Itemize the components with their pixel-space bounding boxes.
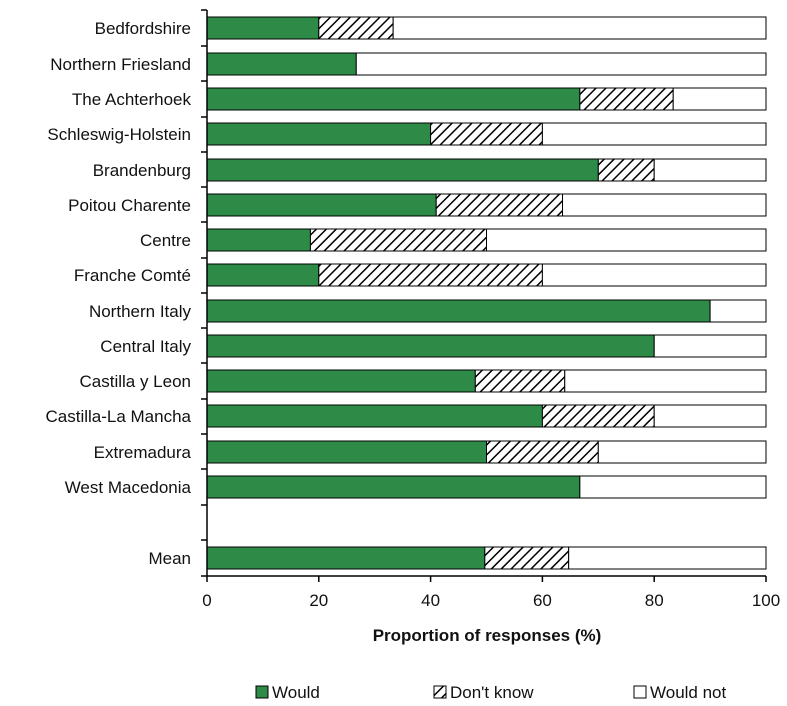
bar-segment-would (206, 122, 432, 146)
category-label: Centre (140, 231, 191, 250)
bar-segment-dont-know (484, 546, 570, 570)
legend-swatch-would-not (633, 685, 647, 699)
bar-segment-dont-know (435, 193, 564, 217)
legend-swatch-would (255, 685, 269, 699)
bar-segment-would-not (579, 475, 767, 499)
bar-segment-would-not (709, 299, 767, 323)
legend-label: Would not (650, 683, 727, 702)
bar-segment-would-not (562, 193, 767, 217)
legend-label: Don't know (450, 683, 534, 702)
bar-segment-would (206, 16, 320, 40)
category-label: Mean (148, 549, 191, 568)
category-label: The Achterhoek (72, 90, 192, 109)
category-label: Franche Comté (74, 266, 191, 285)
bar-segment-would-not (653, 334, 767, 358)
bar-segment-would-not (541, 122, 767, 146)
bar-segment-would (206, 546, 486, 570)
bar-segment-would (206, 369, 476, 393)
bar-segment-dont-know (309, 228, 488, 252)
x-axis-label: Proportion of responses (%) (373, 626, 602, 645)
bar-segment-would (206, 228, 311, 252)
x-tick-label: 0 (202, 591, 211, 610)
x-tick-label: 60 (533, 591, 552, 610)
category-label: Poitou Charente (68, 196, 191, 215)
bar-segment-would-not (653, 404, 767, 428)
bar-segment-would (206, 440, 487, 464)
bar-segment-would-not (355, 52, 767, 76)
bar-segment-would-not (672, 87, 767, 111)
bar-segment-would-not (653, 158, 767, 182)
bar-segment-would (206, 52, 357, 76)
bar-segment-dont-know (579, 87, 674, 111)
bar-segment-would (206, 87, 581, 111)
category-label: Northern Italy (89, 302, 192, 321)
legend-label: Would (272, 683, 320, 702)
bar-segment-would-not (541, 263, 767, 287)
x-tick-label: 40 (421, 591, 440, 610)
bar-segment-would (206, 263, 320, 287)
bar-segment-would (206, 475, 581, 499)
x-tick-label: 100 (752, 591, 780, 610)
bar-segment-would (206, 193, 437, 217)
category-label: Bedfordshire (95, 19, 191, 38)
bar-segment-would (206, 334, 655, 358)
category-label: Castilla y Leon (79, 372, 191, 391)
bar-segment-dont-know (474, 369, 566, 393)
bar-segment-dont-know (318, 16, 394, 40)
bar-segment-would-not (568, 546, 767, 570)
bar-segment-would (206, 158, 599, 182)
bar-segment-would-not (597, 440, 767, 464)
x-tick-label: 80 (645, 591, 664, 610)
bar-segment-would (206, 404, 543, 428)
bar-segment-would-not (486, 228, 767, 252)
bar-segment-dont-know (541, 404, 655, 428)
legend-swatch-dont-know (433, 685, 447, 699)
category-label: West Macedonia (65, 478, 192, 497)
category-label: Brandenburg (93, 161, 191, 180)
category-label: Northern Friesland (50, 55, 191, 74)
x-tick-label: 20 (309, 591, 328, 610)
bar-segment-dont-know (486, 440, 599, 464)
bar-segment-dont-know (318, 263, 543, 287)
category-label: Castilla-La Mancha (45, 407, 191, 426)
category-label: Extremadura (94, 443, 192, 462)
bar-segment-dont-know (597, 158, 655, 182)
category-label: Schleswig-Holstein (47, 125, 191, 144)
bar-segment-would (206, 299, 711, 323)
category-label: Central Italy (100, 337, 191, 356)
bar-segment-would-not (392, 16, 767, 40)
bar-segment-would-not (564, 369, 767, 393)
bar-segment-dont-know (430, 122, 543, 146)
